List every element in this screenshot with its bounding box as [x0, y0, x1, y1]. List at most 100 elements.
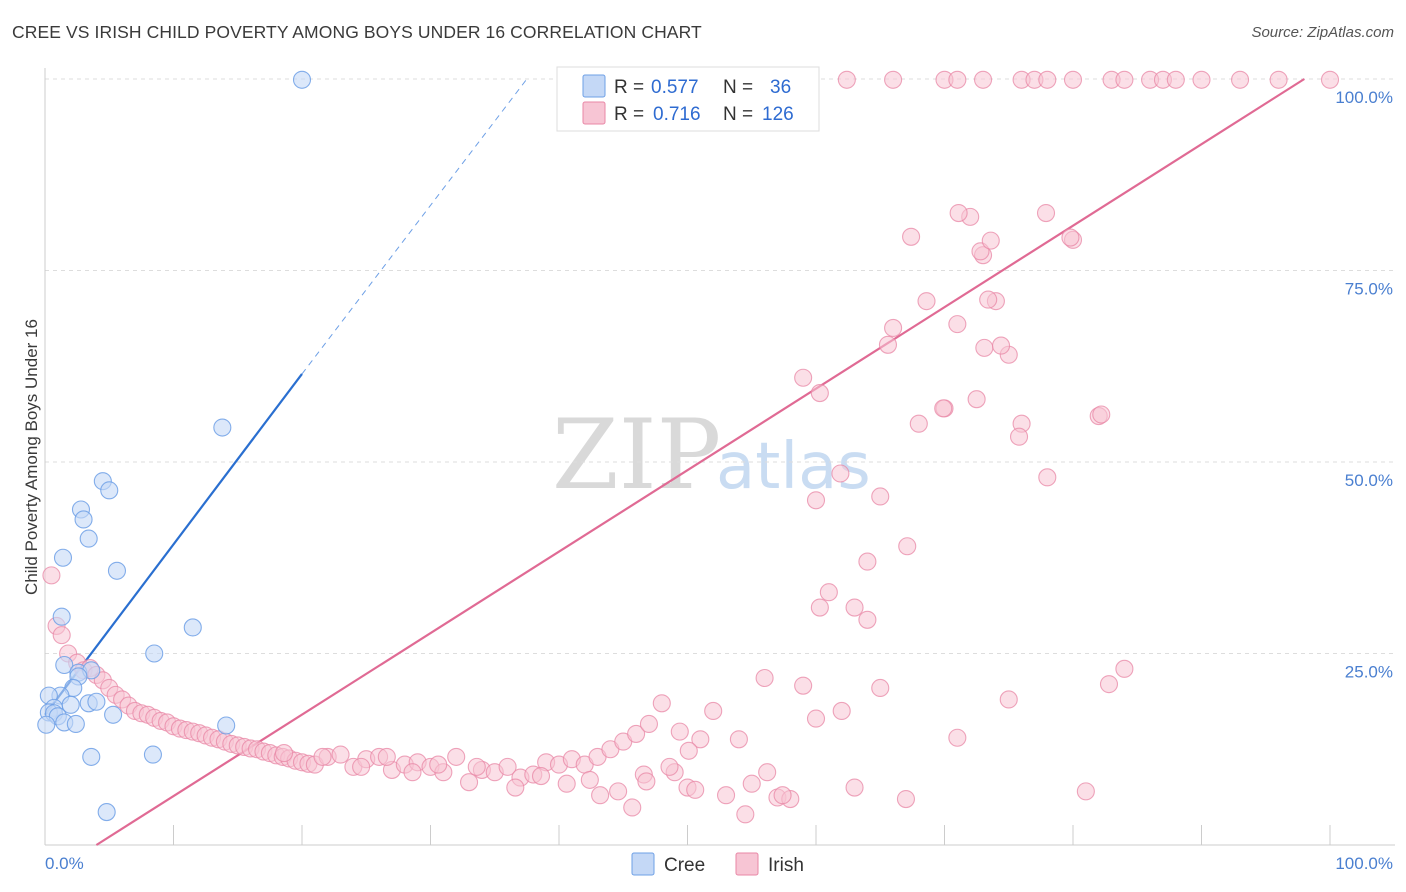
irish-point: [871, 678, 890, 698]
cree-point: [97, 803, 116, 822]
y-axis-title: Child Poverty Among Boys Under 16: [22, 319, 41, 595]
irish-point: [531, 767, 551, 786]
gridlines: [45, 78, 1395, 654]
cree-point: [74, 510, 93, 529]
irish-point: [1076, 782, 1095, 801]
irish-point: [467, 757, 486, 776]
irish-point: [758, 763, 777, 782]
irish-point: [609, 782, 628, 801]
irish-point: [313, 747, 332, 766]
cree-point: [292, 70, 312, 89]
irish-point: [806, 709, 826, 728]
irish-point: [810, 598, 829, 617]
irish-point: [1166, 70, 1185, 89]
cree-point: [143, 745, 162, 764]
irish-point: [679, 741, 698, 760]
bottom-legend-swatch-cree: [631, 852, 655, 876]
legend-cree-r-label: R =: [614, 77, 644, 98]
cree-trend-line: [44, 373, 303, 716]
irish-point: [858, 610, 877, 629]
cree-point: [53, 548, 73, 567]
cree-trend-extension: [301, 78, 528, 375]
x-tick-label-max: 100.0%: [1335, 854, 1393, 873]
irish-point: [742, 774, 761, 793]
cree-point: [100, 481, 119, 500]
irish-point: [979, 290, 998, 309]
chart-source: Source: ZipAtlas.com: [1251, 24, 1394, 41]
irish-point: [331, 745, 350, 764]
irish-point: [845, 778, 864, 797]
cree-point: [37, 715, 56, 734]
irish-point: [498, 757, 517, 776]
legend-irish-n-value: 126: [762, 104, 794, 125]
cree-point: [183, 618, 202, 637]
irish-point: [794, 676, 813, 695]
irish-point: [948, 728, 967, 747]
irish-point: [973, 70, 993, 89]
irish-point: [871, 487, 890, 506]
irish-point: [794, 368, 813, 387]
irish-point: [627, 724, 646, 743]
irish-point: [716, 786, 736, 805]
irish-point: [447, 747, 466, 766]
irish-point: [1092, 405, 1111, 424]
irish-point: [1038, 468, 1057, 487]
x-tick-label-min: 0.0%: [45, 854, 84, 873]
irish-point: [1099, 675, 1119, 694]
irish-point: [884, 70, 903, 89]
chart-title: CREE VS IRISH CHILD POVERTY AMONG BOYS U…: [12, 22, 702, 42]
irish-point: [704, 701, 723, 721]
cree-point: [145, 644, 164, 663]
cree-point: [217, 716, 236, 735]
irish-point: [652, 694, 671, 713]
irish-point: [896, 789, 916, 809]
irish-point: [736, 805, 755, 824]
irish-point: [949, 204, 968, 223]
legend-swatch-cree: [582, 74, 606, 98]
trend-lines: [44, 78, 1305, 846]
irish-point: [52, 626, 71, 645]
watermark-zip: ZIP: [552, 399, 721, 511]
irish-point: [991, 336, 1011, 355]
legend-series: Cree Irish: [631, 852, 804, 876]
irish-point: [773, 786, 792, 805]
y-tick-label: 25.0%: [1345, 663, 1393, 682]
irish-point: [898, 537, 917, 556]
y-tick-label: 50.0%: [1345, 471, 1393, 490]
cree-point: [104, 705, 123, 724]
legend-cree-r-value: 0.577: [651, 77, 699, 98]
x-tick-labels: 0.0% 100.0%: [45, 854, 1393, 873]
cree-point: [52, 607, 71, 626]
irish-point: [755, 668, 774, 688]
irish-point: [975, 338, 994, 357]
legend-stats: R = 0.577 N = 36 R = 0.716 N = 126: [556, 66, 820, 132]
legend-cree-n-label: N =: [723, 77, 753, 98]
y-tick-label: 75.0%: [1345, 280, 1393, 299]
irish-point: [660, 757, 679, 776]
irish-point: [884, 318, 903, 338]
irish-point: [858, 552, 877, 571]
irish-point: [831, 464, 850, 483]
irish-point: [352, 757, 371, 776]
legend-swatch-irish: [582, 101, 606, 125]
irish-point: [1115, 70, 1134, 89]
bottom-legend-label-irish: Irish: [768, 855, 804, 876]
irish-point: [981, 231, 1000, 250]
irish-point: [42, 566, 61, 585]
watermark-atlas: atlas: [716, 430, 871, 504]
irish-point: [967, 390, 986, 409]
irish-point: [878, 335, 898, 354]
irish-point: [806, 491, 826, 510]
irish-point: [691, 730, 710, 749]
irish-point: [934, 399, 953, 418]
irish-point: [1115, 659, 1134, 678]
irish-point: [686, 780, 705, 799]
cree-point: [79, 529, 98, 548]
irish-point: [1038, 70, 1057, 89]
irish-point: [403, 763, 422, 782]
legend-irish-n-label: N =: [723, 104, 753, 125]
irish-point: [902, 227, 921, 246]
cree-points: [37, 70, 312, 822]
irish-point: [837, 70, 856, 89]
cree-point: [55, 655, 74, 675]
